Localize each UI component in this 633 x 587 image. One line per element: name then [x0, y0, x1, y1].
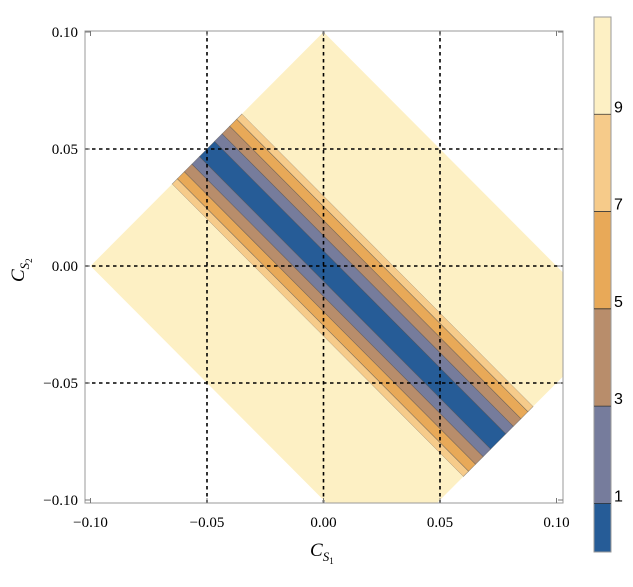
x-tick-label: 0.05 [427, 515, 453, 531]
x-tick-label: −0.10 [73, 515, 108, 531]
legend-swatch-3 [594, 211, 611, 309]
y-tick-label: 0.00 [52, 259, 78, 275]
legend-swatch-0 [594, 503, 611, 552]
legend-tick-label: 9 [614, 99, 623, 116]
legend-colorbar: 1 3 5 7 9 [593, 16, 623, 553]
x-axis-label-subsub: 1 [329, 556, 334, 566]
y-axis-ticks: −0.10 −0.05 0.00 0.05 0.10 [43, 25, 563, 509]
x-tick-label: 0.10 [543, 515, 569, 531]
y-tick-label: −0.05 [43, 376, 78, 392]
y-axis-label-subsub: 2 [24, 258, 34, 263]
legend-ticks: 1 3 5 7 9 [594, 99, 623, 505]
y-axis-label-sub: S [17, 262, 32, 269]
x-axis-label-sub: S [323, 549, 330, 564]
legend-swatch-5 [594, 17, 611, 115]
contour-bands [90, 32, 563, 503]
y-axis-label-main: C [8, 269, 29, 282]
legend-swatch-1 [594, 406, 611, 504]
legend-tick-label: 5 [614, 294, 623, 311]
x-axis-label-main: C [310, 540, 323, 561]
legend-tick-label: 1 [614, 488, 623, 505]
y-tick-label: 0.05 [52, 142, 78, 158]
y-tick-label: −0.10 [43, 493, 78, 509]
legend-tick-label: 3 [614, 391, 623, 408]
x-axis-label: CS1 [310, 540, 334, 566]
legend-tick-label: 7 [614, 197, 623, 214]
y-tick-label: 0.10 [52, 25, 78, 41]
x-tick-label: −0.05 [190, 515, 225, 531]
legend-frame [593, 16, 612, 553]
contour-band-10 [241, 32, 563, 407]
grid-lines [85, 31, 563, 503]
x-axis-ticks: −0.10 −0.05 0.00 0.05 0.10 [73, 31, 570, 531]
contour-band-9 [90, 184, 464, 503]
legend-swatch-2 [594, 308, 611, 407]
x-tick-label: 0.00 [310, 515, 336, 531]
legend-swatch-4 [594, 114, 611, 212]
y-axis-label: CS2 [8, 258, 34, 282]
